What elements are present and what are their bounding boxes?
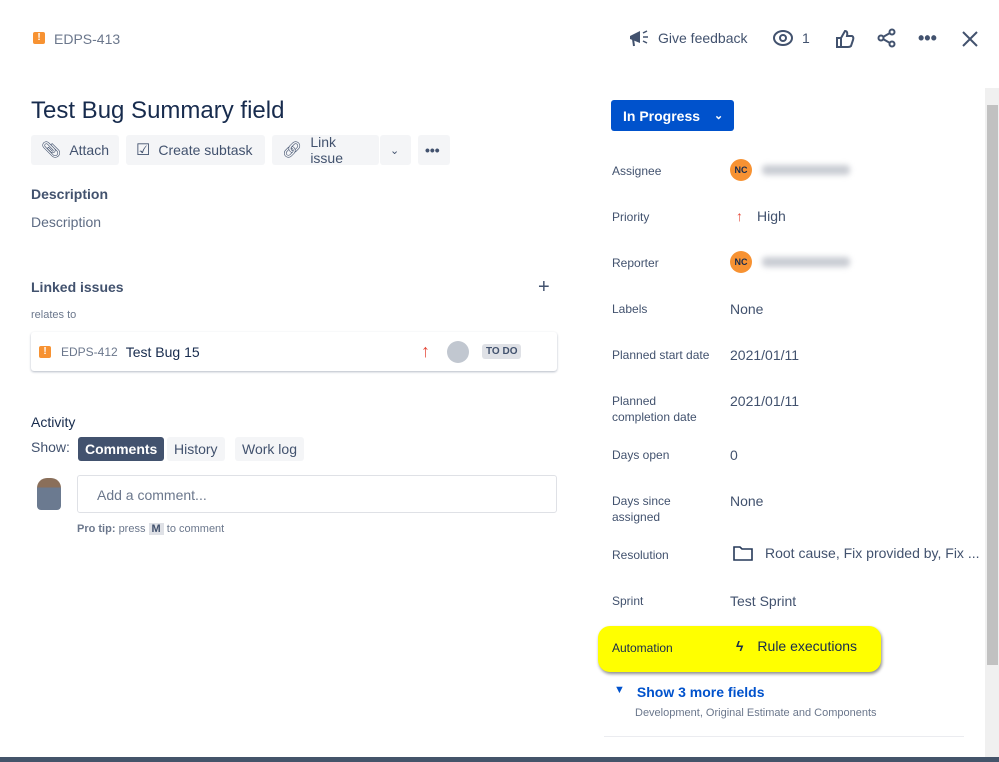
show-more-fields-button[interactable]: ▼ Show 3 more fields [614,684,765,700]
avatar: NC [730,251,752,273]
tab-work-log[interactable]: Work log [235,437,304,461]
bug-icon: ! [39,345,51,358]
resolution-field[interactable]: Root cause, Fix provided by, Fix ... [733,545,980,561]
ellipsis-icon: ••• [425,142,440,158]
bottom-bar [0,757,999,762]
close-icon[interactable] [962,31,978,47]
chevron-down-icon: ⌄ [714,110,724,122]
priority-high-icon: ↑ [421,341,430,361]
watch-button[interactable]: 1 [772,29,810,47]
tab-history[interactable]: History [167,437,225,461]
priority-label: Priority [612,210,650,224]
labels-label: Labels [612,302,648,316]
subtask-icon: ☑ [136,142,151,159]
priority-high-icon: ↑ [736,208,743,224]
more-fields-description: Development, Original Estimate and Compo… [635,707,877,719]
planned-start-label: Planned start date [612,348,710,362]
thumbs-up-icon[interactable] [835,29,855,49]
activity-heading: Activity [31,414,76,430]
give-feedback-button[interactable]: Give feedback [628,28,748,48]
megaphone-icon [630,30,648,47]
chevron-down-icon: ⌄ [390,144,400,157]
issue-title[interactable]: Test Bug Summary field [31,97,285,124]
planned-completion-label: Planned completion date [612,394,697,424]
reporter-name [762,257,850,267]
bug-icon: ! [33,32,45,44]
days-open-field[interactable]: 0 [730,447,738,463]
linked-issue-row[interactable]: ! EDPS-412 Test Bug 15 ↑ TO DO [31,332,557,371]
more-actions-icon[interactable]: ••• [918,28,937,48]
linked-issue-summary[interactable]: Test Bug 15 [125,343,200,360]
status-lozenge: TO DO [482,344,522,359]
days-open-label: Days open [612,448,670,462]
description-heading: Description [31,186,109,202]
show-label: Show: [31,439,70,455]
share-icon[interactable] [877,28,897,48]
automation-label: Automation [612,641,673,655]
automation-highlight [598,626,881,672]
eye-icon [773,30,793,46]
tab-comments[interactable]: Comments [78,437,165,461]
more-button[interactable]: ••• [418,135,450,165]
attach-button[interactable]: 📎︎ Attach [31,135,119,165]
linked-issue-key[interactable]: EDPS-412 [61,344,118,359]
sprint-label: Sprint [612,594,644,608]
paperclip-icon: 📎︎ [41,142,62,159]
linked-issues-heading: Linked issues [31,279,124,295]
scrollbar-thumb[interactable] [987,105,998,665]
divider [604,736,964,737]
days-since-label: Days since assigned [612,494,671,524]
pro-tip: Pro tip: press M to comment [77,523,225,535]
sprint-field[interactable]: Test Sprint [730,593,797,609]
scrollbar[interactable] [985,88,999,757]
relation-label: relates to [31,309,77,321]
planned-completion-field[interactable]: 2021/01/11 [730,393,800,409]
add-link-icon[interactable]: + [538,276,550,298]
reporter-label: Reporter [612,256,659,270]
comment-input[interactable]: Add a comment... [77,475,557,513]
assignee-label: Assignee [612,164,662,178]
reporter-field[interactable]: NC [730,251,850,273]
folder-icon [733,546,753,561]
status-dropdown[interactable]: In Progress ⌄ [611,100,734,131]
assignee-name [762,165,850,175]
avatar: NC [730,159,752,181]
chevron-down-icon: ▼ [614,684,625,696]
assignee-field[interactable]: NC [730,159,850,181]
days-since-field[interactable]: None [730,493,764,509]
resolution-label: Resolution [612,548,669,562]
lightning-icon: ϟ [736,638,744,654]
description-field[interactable]: Description [31,214,102,230]
rule-executions-link[interactable]: ϟ Rule executions [736,638,858,654]
link-issue-button[interactable]: 🔗︎ Link issue [272,134,379,166]
planned-start-field[interactable]: 2021/01/11 [730,347,800,363]
labels-field[interactable]: None [730,301,764,317]
unassigned-avatar [447,340,469,363]
priority-field[interactable]: ↑ High [736,208,786,224]
create-subtask-button[interactable]: ☑ Create subtask [126,135,265,165]
link-dropdown-button[interactable]: ⌄ [380,135,411,165]
user-avatar [37,478,61,510]
link-icon: 🔗︎ [282,142,303,159]
issue-key-link[interactable]: EDPS-413 [54,31,121,47]
